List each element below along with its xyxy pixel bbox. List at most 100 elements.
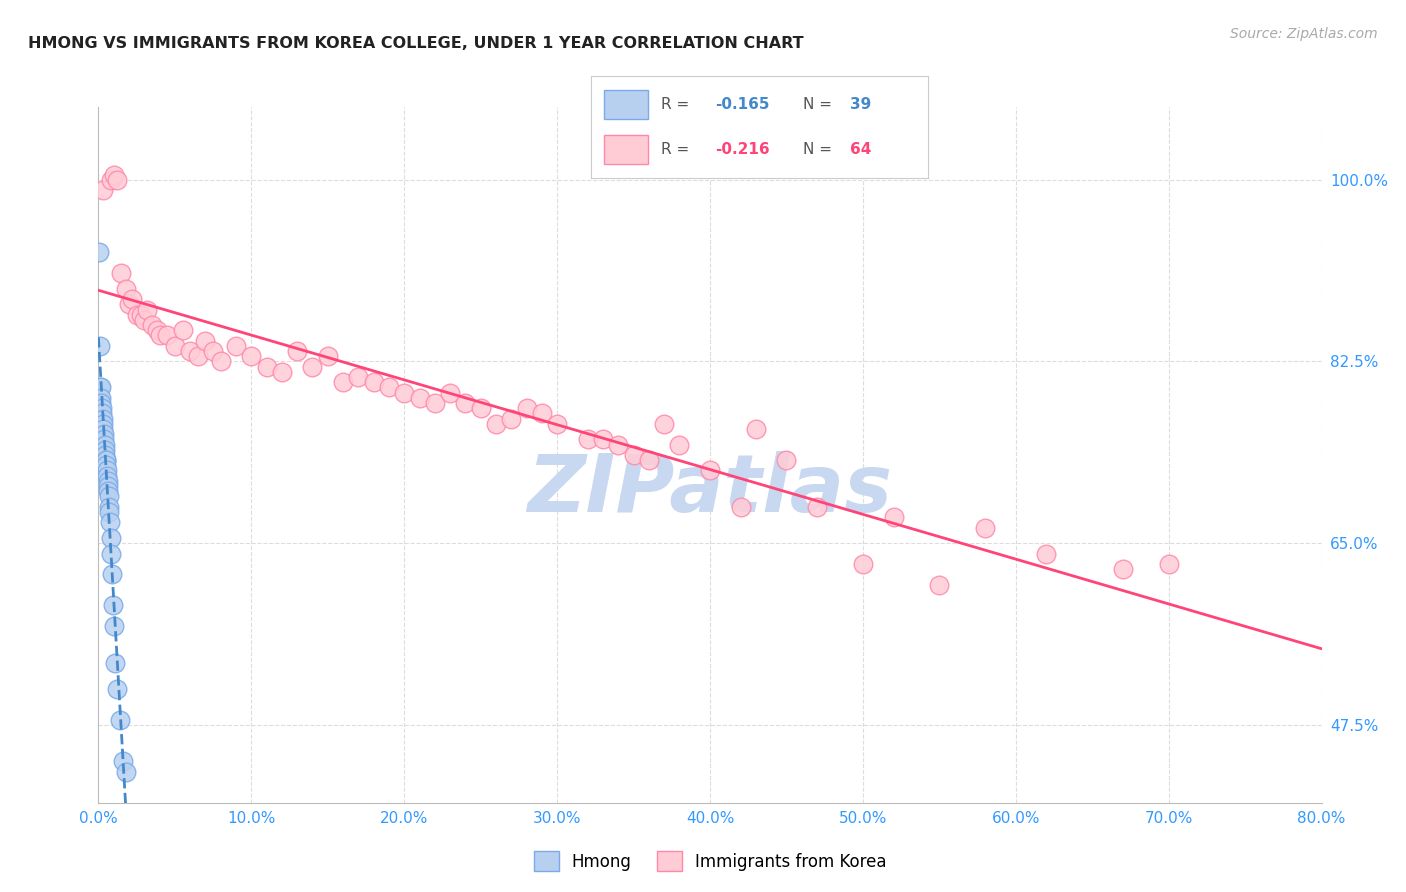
Point: [94, 453, 117, 467]
Point: [94, 453, 117, 467]
Point: [378, 380, 401, 394]
Point: [98, 500, 121, 514]
Point: [105, 172, 128, 186]
Point: [485, 417, 508, 431]
Point: [115, 764, 138, 779]
Point: [454, 396, 477, 410]
Point: [101, 567, 124, 582]
Text: N =: N =: [803, 142, 837, 157]
Point: [136, 302, 159, 317]
Point: [240, 349, 263, 363]
Point: [501, 411, 523, 425]
Point: [256, 359, 278, 374]
Point: [96, 468, 118, 483]
Point: [668, 437, 690, 451]
Point: [97, 479, 120, 493]
Point: [607, 437, 630, 451]
Point: [91, 406, 114, 420]
Point: [408, 391, 430, 405]
Point: [730, 500, 752, 514]
Point: [423, 396, 446, 410]
Bar: [605, 136, 648, 164]
Point: [530, 406, 553, 420]
Point: [89, 422, 111, 436]
Point: [149, 328, 172, 343]
Point: [105, 681, 128, 696]
Point: [121, 292, 143, 306]
Point: [316, 349, 339, 363]
Text: Source: ZipAtlas.com: Source: ZipAtlas.com: [1230, 27, 1378, 41]
Point: [301, 359, 323, 374]
Text: R =: R =: [661, 97, 695, 112]
Point: [129, 308, 152, 322]
Point: [115, 282, 138, 296]
Point: [1112, 562, 1135, 576]
Point: [100, 531, 122, 545]
Point: [883, 510, 905, 524]
Point: [103, 619, 125, 633]
Bar: [605, 90, 648, 119]
Point: [470, 401, 492, 416]
Point: [93, 427, 115, 442]
Text: R =: R =: [661, 142, 695, 157]
Text: 64: 64: [851, 142, 872, 157]
Point: [439, 385, 461, 400]
Point: [209, 354, 232, 368]
Point: [96, 458, 118, 473]
Point: [623, 448, 645, 462]
Point: [91, 422, 114, 436]
Point: [347, 370, 370, 384]
Point: [928, 578, 950, 592]
Point: [100, 547, 122, 561]
Text: 39: 39: [851, 97, 872, 112]
Point: [118, 297, 141, 311]
Point: [91, 411, 114, 425]
Point: [516, 401, 538, 416]
Point: [93, 433, 115, 447]
Point: [104, 656, 127, 670]
Point: [699, 463, 721, 477]
Point: [141, 318, 163, 332]
Point: [103, 168, 125, 182]
Point: [90, 401, 112, 416]
Point: [110, 266, 132, 280]
Point: [592, 433, 614, 447]
Legend: Hmong, Immigrants from Korea: Hmong, Immigrants from Korea: [527, 845, 893, 878]
Point: [125, 308, 148, 322]
Point: [90, 391, 112, 405]
Point: [134, 313, 156, 327]
Point: [89, 245, 111, 260]
Point: [96, 463, 118, 477]
Point: [90, 396, 112, 410]
Point: [91, 417, 114, 431]
Point: [806, 500, 828, 514]
Point: [89, 380, 111, 394]
Text: HMONG VS IMMIGRANTS FROM KOREA COLLEGE, UNDER 1 YEAR CORRELATION CHART: HMONG VS IMMIGRANTS FROM KOREA COLLEGE, …: [28, 36, 804, 51]
Point: [98, 505, 121, 519]
Point: [745, 422, 768, 436]
Point: [163, 339, 186, 353]
Point: [775, 453, 797, 467]
Text: ZIPatlas: ZIPatlas: [527, 450, 893, 529]
Point: [1035, 547, 1057, 561]
Point: [89, 339, 111, 353]
Point: [546, 417, 568, 431]
Point: [194, 334, 217, 348]
Point: [156, 328, 179, 343]
Point: [285, 344, 308, 359]
Point: [638, 453, 661, 467]
Point: [652, 417, 675, 431]
Point: [852, 557, 875, 571]
Text: -0.165: -0.165: [716, 97, 770, 112]
Point: [202, 344, 225, 359]
Point: [97, 474, 120, 488]
Text: -0.216: -0.216: [716, 142, 770, 157]
Point: [974, 520, 997, 534]
Point: [363, 376, 385, 390]
Point: [270, 365, 294, 379]
Point: [392, 385, 416, 400]
Point: [91, 183, 114, 197]
Point: [94, 442, 117, 457]
Point: [576, 433, 599, 447]
Point: [225, 339, 247, 353]
